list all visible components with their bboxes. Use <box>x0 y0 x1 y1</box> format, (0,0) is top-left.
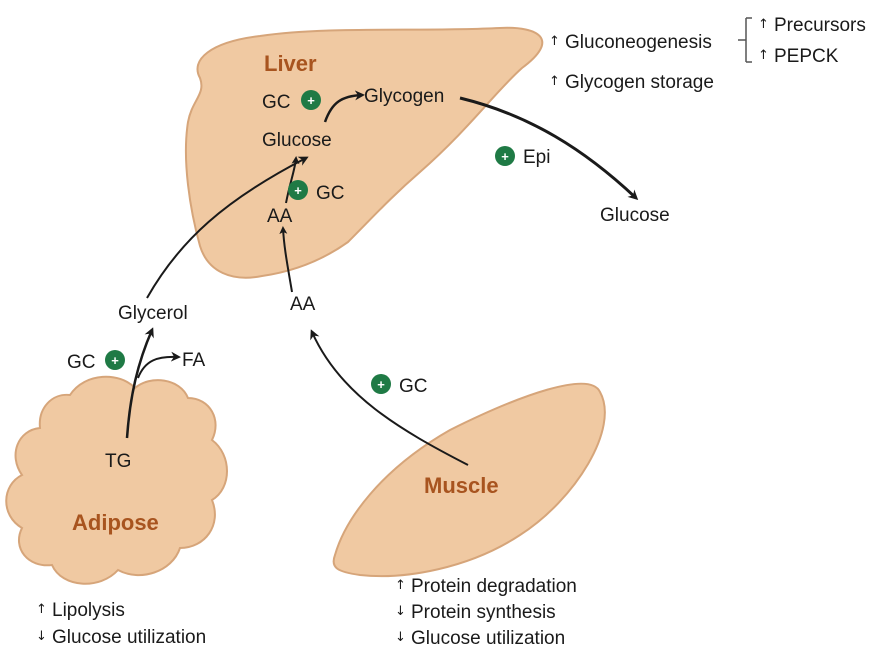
fa-label: FA <box>182 350 206 371</box>
epi-label: Epi <box>523 147 550 168</box>
stimulation-badge-aa: + <box>288 180 308 200</box>
gluconeogenesis-label: Gluconeogenesis <box>565 32 712 53</box>
gc-glycogen-label: GC <box>262 92 291 113</box>
aa-mid-label: AA <box>290 294 316 315</box>
muscle-effect-protein-synthesis: Protein synthesis <box>411 602 556 623</box>
gc-muscle-label: GC <box>399 376 428 397</box>
plus-icon: + <box>501 149 509 164</box>
plus-icon: + <box>307 93 315 108</box>
muscle-label: Muscle <box>424 473 499 498</box>
arrow-glycogen-to-glucose <box>459 96 639 201</box>
gc-adipose-label: GC <box>67 352 96 373</box>
muscle-effect-glucose-utilization: Glucose utilization <box>411 628 565 649</box>
glucose-liver-label: Glucose <box>262 130 332 151</box>
plus-icon: + <box>111 353 119 368</box>
down-arrow-icon: ↓ <box>395 630 406 645</box>
arrow-to-fa <box>137 351 181 379</box>
up-arrow-icon: ↑ <box>549 74 560 89</box>
arrow-muscle-to-aa <box>310 329 469 466</box>
down-arrow-icon: ↓ <box>395 604 406 619</box>
arrow-aa-to-glucose <box>285 156 300 204</box>
pepck-label: PEPCK <box>774 46 839 67</box>
down-arrow-icon: ↓ <box>36 629 47 644</box>
stimulation-badge-muscle: + <box>371 374 391 394</box>
adipose-label: Adipose <box>72 510 159 535</box>
muscle-effect-protein-degradation: Protein degradation <box>411 576 577 597</box>
aa-liver-label: AA <box>267 206 293 227</box>
up-arrow-icon: ↑ <box>758 48 769 63</box>
arrow-tg-to-glycerol <box>125 327 154 439</box>
stimulation-badge-epi: + <box>495 146 515 166</box>
glycogen-label: Glycogen <box>364 86 444 107</box>
arrow-glucose-to-glycogen <box>323 90 365 123</box>
arrow-glycerol-to-glucose <box>146 156 309 299</box>
gc-aa-label: GC <box>316 183 345 204</box>
liver-shape <box>184 26 544 279</box>
glycogen-storage-label: Glycogen storage <box>565 72 714 93</box>
plus-icon: + <box>377 377 385 392</box>
glucose-output-label: Glucose <box>600 205 670 226</box>
plus-icon: + <box>294 183 302 198</box>
adipose-effect-glucose-utilization: Glucose utilization <box>52 627 206 648</box>
adipose-shape <box>5 375 228 585</box>
up-arrow-icon: ↑ <box>36 602 47 617</box>
up-arrow-icon: ↑ <box>549 34 560 49</box>
adipose-effect-lipolysis: Lipolysis <box>52 600 125 621</box>
arrow-aa-mid-to-aa <box>279 226 293 293</box>
glycerol-label: Glycerol <box>118 303 188 324</box>
precursors-label: Precursors <box>774 15 866 36</box>
liver-label: Liver <box>264 51 317 76</box>
bracket <box>738 17 752 63</box>
tg-label: TG <box>105 451 131 472</box>
up-arrow-icon: ↑ <box>758 17 769 32</box>
stimulation-badge-adipose: + <box>105 350 125 370</box>
up-arrow-icon: ↑ <box>395 578 406 593</box>
stimulation-badge-glycogen: + <box>301 90 321 110</box>
muscle-shape <box>332 382 606 578</box>
